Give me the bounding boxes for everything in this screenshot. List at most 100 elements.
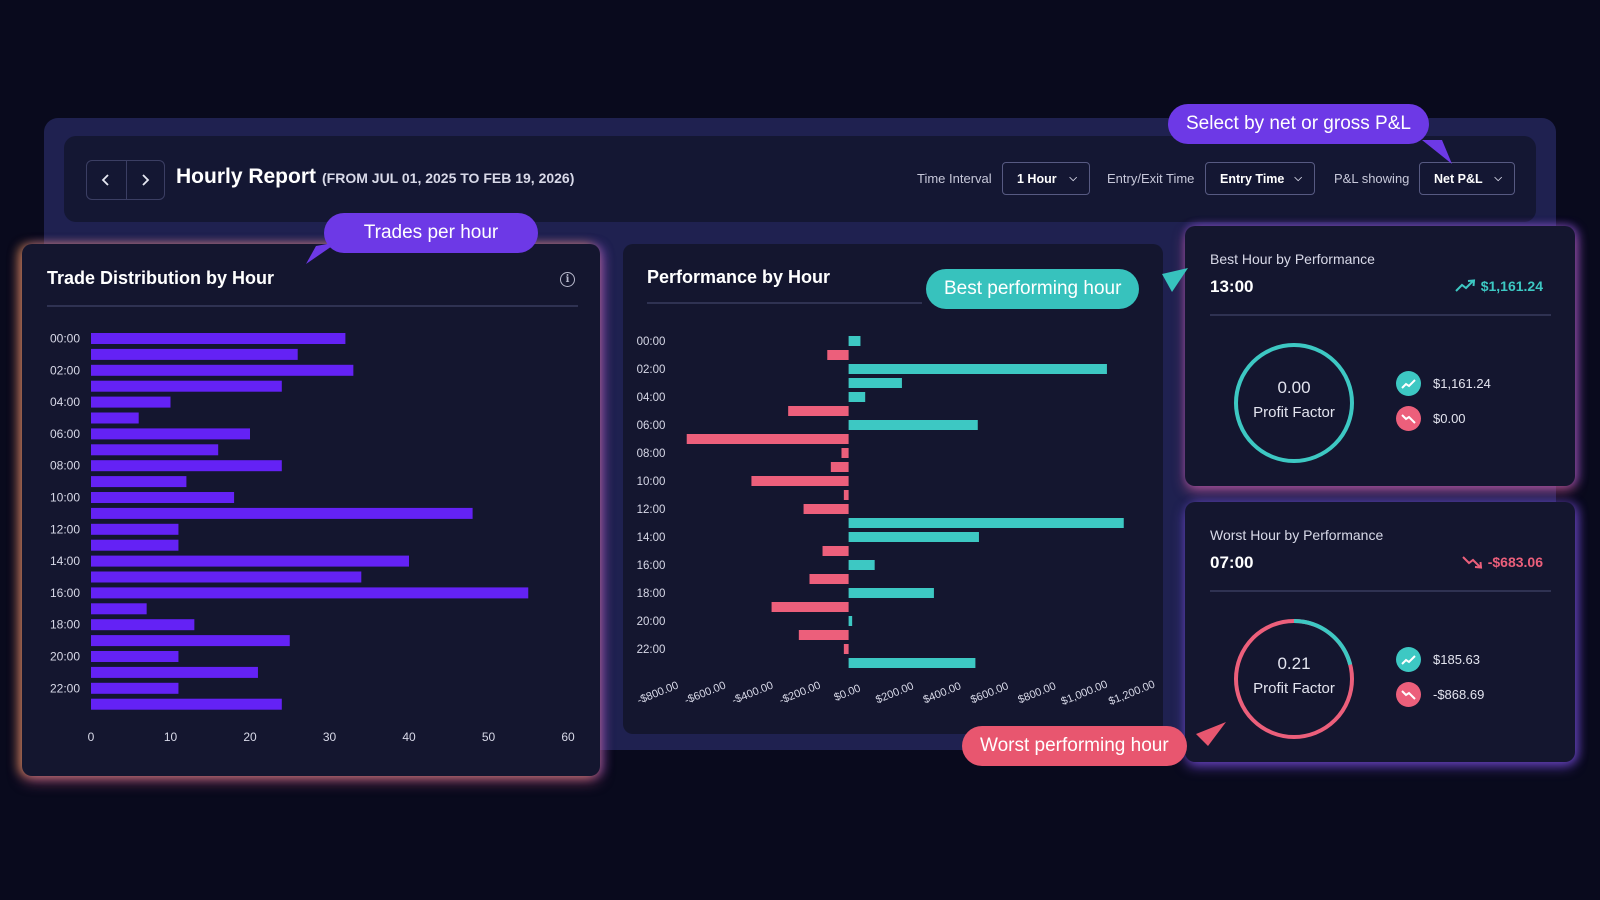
performance-y-tick: 20:00: [637, 616, 666, 628]
callout-best-pointer: [1162, 268, 1188, 292]
callout-select-pl-pointer: [1422, 140, 1452, 164]
performance-y-tick: 00:00: [637, 336, 666, 348]
period-nav: [86, 160, 165, 200]
performance-bar: [809, 574, 849, 584]
trend-down-icon: [1396, 682, 1421, 707]
performance-bar: [827, 350, 849, 360]
performance-bar: [830, 462, 849, 472]
performance-bar: [788, 406, 849, 416]
distribution-x-tick: 40: [402, 730, 416, 744]
best-profit-factor: 0.00 Profit Factor: [1232, 378, 1356, 421]
performance-bar: [848, 616, 853, 626]
performance-x-tick: $600.00: [969, 680, 1010, 706]
callout-trades-per-hour: Trades per hour: [324, 213, 538, 253]
performance-x-tick: $800.00: [1016, 680, 1057, 706]
distribution-bar: [91, 698, 282, 710]
performance-bar: [803, 504, 849, 514]
page-title: Hourly Report (FROM JUL 01, 2025 TO FEB 1…: [176, 165, 574, 189]
performance-y-tick: 22:00: [637, 644, 666, 656]
distribution-bar: [91, 603, 147, 615]
next-period-button[interactable]: [125, 161, 165, 199]
info-icon[interactable]: i: [560, 272, 575, 287]
distribution-x-tick: 10: [164, 730, 178, 744]
performance-title: Performance by Hour: [647, 267, 831, 287]
callout-select-pl-text: Select by net or gross P&L: [1186, 113, 1411, 134]
distribution-y-tick: 08:00: [50, 459, 80, 473]
worst-loss-row: -$868.69: [1396, 682, 1484, 707]
worst-profit-factor: 0.21 Profit Factor: [1232, 654, 1356, 697]
callout-worst-hour-text: Worst performing hour: [980, 735, 1169, 756]
distribution-x-tick: 20: [243, 730, 257, 744]
distribution-x-tick: 50: [482, 730, 496, 744]
performance-bar: [848, 336, 861, 346]
trade-distribution-divider: [47, 305, 578, 307]
performance-divider: [647, 302, 922, 304]
performance-chart: 00:00 02:00 04:00 06:00 08:00 10:00 12:00 14:00…: [635, 336, 1157, 708]
performance-bar: [771, 602, 849, 612]
distribution-bar: [91, 364, 354, 376]
chevron-down-icon: ⌵: [1069, 173, 1077, 184]
best-hour-label: Best Hour by Performance: [1210, 251, 1375, 267]
performance-bar: [848, 420, 978, 430]
performance-bar: [841, 448, 849, 458]
callout-trades-pointer: [306, 242, 338, 264]
worst-profit-factor-label: Profit Factor: [1253, 680, 1335, 697]
pl-showing-select[interactable]: Net P&L ⌵: [1419, 162, 1515, 195]
distribution-x-tick: 30: [323, 730, 337, 744]
distribution-y-tick: 10:00: [50, 491, 80, 505]
distribution-bar: [91, 396, 171, 408]
performance-x-tick: -$200.00: [778, 680, 823, 707]
performance-bar: [848, 532, 979, 542]
distribution-y-tick: 18:00: [50, 618, 80, 632]
trade-distribution-title: Trade Distribution by Hour: [47, 268, 275, 288]
performance-bar: [751, 476, 849, 486]
entry-exit-label: Entry/Exit Time: [1107, 171, 1195, 186]
performance-bar: [848, 392, 866, 402]
best-loss-row: $0.00: [1396, 406, 1466, 431]
distribution-bar: [91, 666, 258, 678]
report-date-range: (FROM JUL 01, 2025 TO FEB 19, 2026): [322, 170, 575, 186]
chevron-down-icon: ⌵: [1294, 173, 1302, 184]
performance-x-tick: $0.00: [832, 682, 862, 703]
distribution-bar: [91, 571, 362, 583]
entry-exit-select[interactable]: Entry Time ⌵: [1205, 162, 1315, 195]
distribution-y-tick: 22:00: [50, 681, 80, 695]
performance-y-tick: 14:00: [637, 532, 666, 544]
best-gain-row: $1,161.24: [1396, 371, 1491, 396]
pl-showing-value: Net P&L: [1434, 171, 1483, 186]
callout-select-pl: Select by net or gross P&L: [1168, 104, 1429, 144]
trend-up-icon: [1396, 647, 1421, 672]
prev-period-button[interactable]: [87, 161, 126, 199]
performance-bar: [848, 560, 875, 570]
trend-up-icon: [1454, 279, 1475, 292]
performance-bar: [848, 378, 902, 388]
performance-y-tick: 16:00: [637, 560, 666, 572]
profit-factor-arc: [1234, 619, 1354, 739]
worst-hour-value: -$683.06: [1462, 554, 1543, 570]
distribution-y-tick: 00:00: [50, 332, 80, 346]
distribution-y-tick: 20:00: [50, 650, 80, 664]
performance-bar: [843, 490, 849, 500]
worst-gain-value: $185.63: [1433, 652, 1480, 667]
distribution-bar: [91, 682, 179, 694]
trend-down-icon: [1462, 556, 1482, 569]
worst-profit-factor-ring: [1234, 619, 1354, 739]
report-title-text: Hourly Report: [176, 165, 317, 188]
performance-bar: [848, 658, 976, 668]
distribution-bar: [91, 651, 179, 662]
performance-bar: [686, 434, 849, 444]
worst-gain-row: $185.63: [1396, 647, 1480, 672]
performance-bar: [848, 518, 1124, 528]
distribution-bar: [91, 348, 298, 360]
performance-y-tick: 06:00: [637, 420, 666, 432]
distribution-bar: [91, 333, 346, 344]
time-interval-select[interactable]: 1 Hour ⌵: [1002, 162, 1090, 195]
chevron-left-icon: [101, 174, 109, 186]
performance-x-tick: $400.00: [922, 680, 963, 706]
best-gain-value: $1,161.24: [1433, 376, 1491, 391]
distribution-y-tick: 12:00: [50, 522, 80, 536]
distribution-bar: [91, 619, 195, 631]
time-interval-label: Time Interval: [917, 171, 992, 186]
distribution-bar: [91, 476, 187, 488]
performance-y-tick: 08:00: [637, 448, 666, 460]
